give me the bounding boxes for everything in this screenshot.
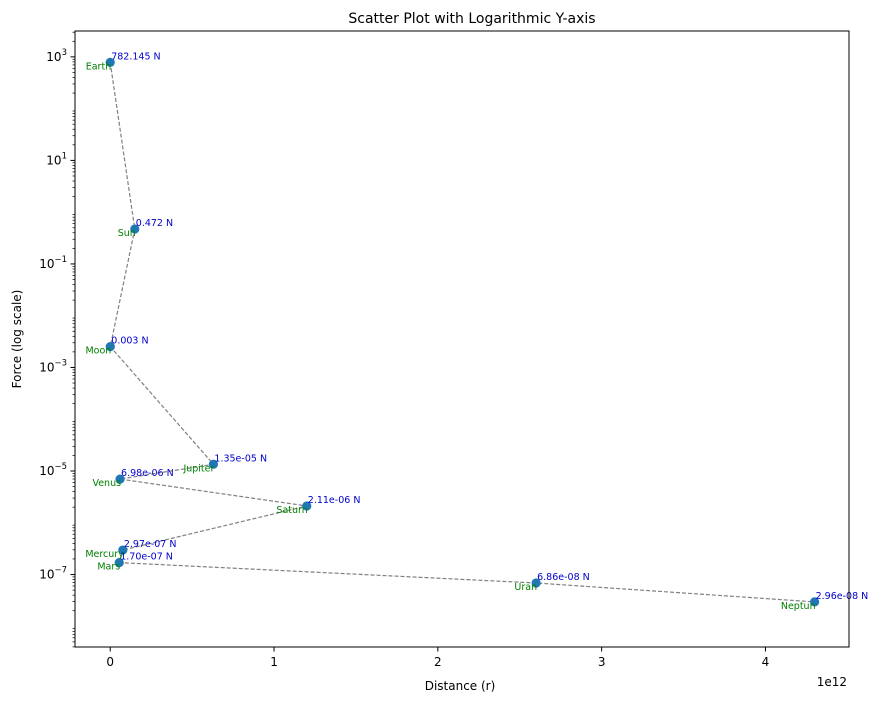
y-tick-label: 101 xyxy=(46,151,67,167)
plot-frame xyxy=(74,30,850,648)
name-label-neptune: Neptun xyxy=(781,601,816,612)
name-label-saturn: Saturn xyxy=(276,505,307,516)
value-label-mercury: 2.97e-07 N xyxy=(124,539,177,550)
point-moon xyxy=(105,342,115,352)
x-tick-label: 4 xyxy=(762,655,770,669)
y-tick-label: 10−5 xyxy=(39,462,67,478)
point-jupiter xyxy=(208,459,219,469)
value-label-moon: 0.003 N xyxy=(111,336,148,347)
x-tick-label: 1 xyxy=(270,655,278,669)
value-label-earth: 782.145 N xyxy=(111,51,160,62)
point-earth xyxy=(105,57,115,68)
x-tick-label: 0 xyxy=(106,655,114,669)
point-sun xyxy=(130,224,140,234)
series-line xyxy=(109,62,815,603)
value-label-uranus: 6.86e-08 N xyxy=(537,572,590,583)
name-label-sun: Sun xyxy=(118,228,136,239)
x-offset-text: 1e12 xyxy=(817,675,847,689)
name-label-moon: Moon xyxy=(85,346,111,357)
name-label-earth: Earth xyxy=(86,61,111,72)
value-label-neptune: 2.96e-08 N xyxy=(816,591,869,602)
point-mars xyxy=(114,558,124,568)
point-saturn xyxy=(302,501,312,511)
name-label-mars: Mars xyxy=(97,562,120,573)
y-axis-title: Force (log scale) xyxy=(10,290,24,389)
x-tick-label: 2 xyxy=(434,655,442,669)
x-tick-label: 3 xyxy=(598,655,606,669)
name-label-uranus: Uran xyxy=(514,582,537,593)
name-label-venus: Venus xyxy=(92,478,121,489)
value-label-saturn: 2.11e-06 N xyxy=(308,495,361,506)
y-tick-label: 10−7 xyxy=(39,566,67,582)
point-venus xyxy=(115,474,125,484)
plot-area: 782.145 N 0.472 N 0.003 N 1.35e-05 N 6.98e-0… xyxy=(85,51,868,611)
y-tick-label: 10−1 xyxy=(39,255,67,271)
name-label-mercury: Mercury xyxy=(85,549,124,560)
y-tick-label: 10−3 xyxy=(39,358,67,374)
point-uranus xyxy=(531,578,541,588)
y-tick-label: 103 xyxy=(46,48,67,64)
value-label-jupiter: 1.35e-05 N xyxy=(214,453,267,464)
value-label-mars: 1.70e-07 N xyxy=(120,552,173,563)
value-label-venus: 6.98e-06 N xyxy=(121,468,174,479)
chart-title: Scatter Plot with Logarithmic Y-axis xyxy=(348,11,595,27)
point-neptune xyxy=(810,597,820,607)
point-mercury xyxy=(118,545,128,555)
value-label-sun: 0.472 N xyxy=(136,218,173,229)
name-label-jupiter: Jupiter xyxy=(182,463,214,474)
x-axis-title: Distance (r) xyxy=(425,679,496,693)
